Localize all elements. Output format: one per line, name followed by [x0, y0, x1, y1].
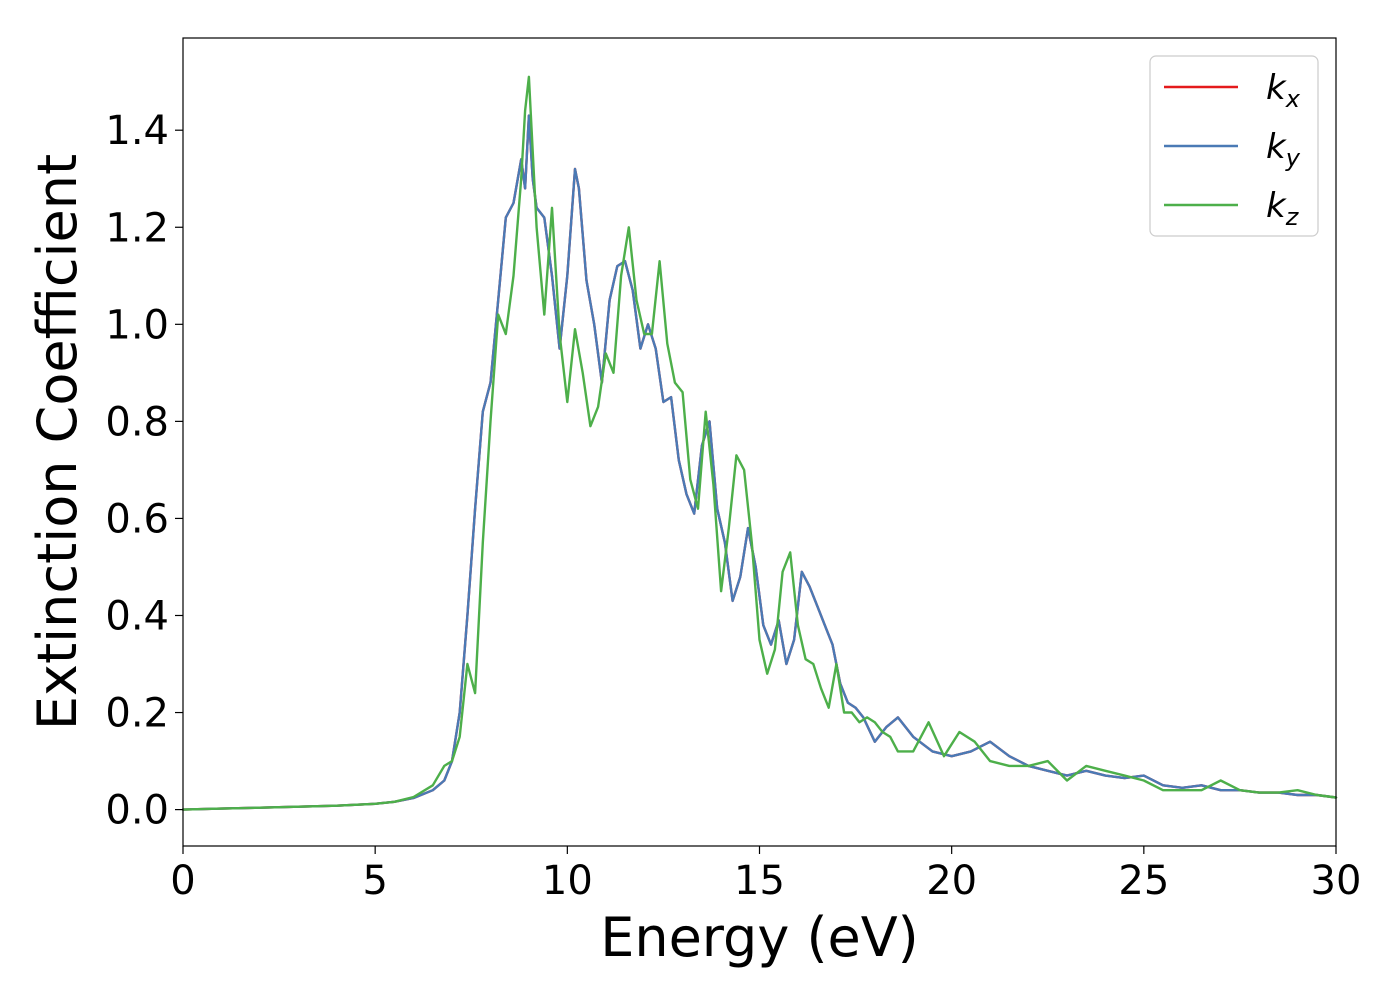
- y-tick-label: 0.8: [105, 399, 169, 445]
- series-line-ky: [181, 114, 1338, 811]
- y-tick-label: 0.4: [105, 593, 169, 639]
- x-tick-label: 5: [362, 858, 387, 904]
- legend-label-kx: kx: [1266, 68, 1301, 113]
- x-tick-label: 20: [926, 858, 977, 904]
- x-tick-label: 15: [734, 858, 785, 904]
- series-layer: [181, 75, 1338, 811]
- ticks-layer: 0 5 10 15 20 25 30 0.0 0.2 0.4 0.6 0.8 1.0 1.2 1.4: [105, 108, 1361, 904]
- y-tick-label: 0.2: [105, 691, 169, 737]
- legend-label-ky: ky: [1266, 127, 1301, 172]
- y-tick-label: 1.4: [105, 108, 169, 154]
- x-tick-label: 30: [1311, 858, 1362, 904]
- legend-label-kz: kz: [1266, 186, 1300, 231]
- series-line-kz: [181, 75, 1338, 811]
- x-tick-label: 10: [542, 858, 593, 904]
- y-tick-label: 0.0: [105, 788, 169, 834]
- legend: kx ky kz: [1149, 55, 1319, 237]
- y-axis-title: Extinction Coefficient: [26, 154, 89, 730]
- y-tick-label: 1.0: [105, 302, 169, 348]
- x-axis-title: Energy (eV): [600, 906, 919, 969]
- x-tick-label: 25: [1118, 858, 1169, 904]
- y-tick-label: 0.6: [105, 496, 169, 542]
- x-tick-label: 0: [170, 858, 195, 904]
- y-tick-label: 1.2: [105, 205, 169, 251]
